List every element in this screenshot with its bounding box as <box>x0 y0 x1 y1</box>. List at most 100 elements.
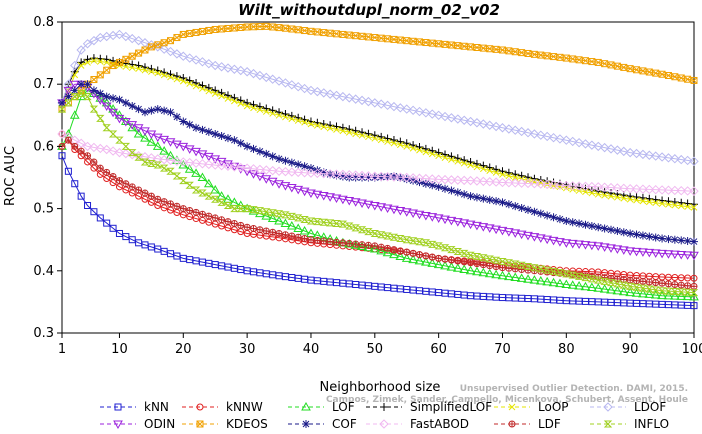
series-point <box>306 168 316 178</box>
series-point <box>109 172 117 180</box>
series-point <box>433 110 444 121</box>
series-point <box>77 80 86 89</box>
series-point <box>84 152 92 160</box>
credit-authors: Campos, Zimek, Sander, Campello, Micenko… <box>326 395 688 405</box>
series-point <box>371 134 379 142</box>
series-point <box>421 179 430 188</box>
series-point <box>331 90 342 101</box>
series-point <box>192 82 200 90</box>
series-point <box>549 267 558 275</box>
series-point <box>146 130 157 139</box>
series-point <box>523 274 533 283</box>
series-point <box>332 171 341 180</box>
series-point <box>626 276 634 284</box>
series-point <box>644 150 655 160</box>
series-point <box>350 198 361 207</box>
series-point <box>690 76 698 84</box>
series-point <box>218 92 225 100</box>
series-point <box>236 65 246 76</box>
series-point <box>580 241 591 250</box>
series-point <box>459 264 470 274</box>
series-point <box>204 58 214 69</box>
series-point <box>586 241 597 251</box>
series-point <box>205 87 213 95</box>
series-point <box>197 172 208 181</box>
series-point <box>261 211 272 220</box>
series-point <box>192 123 201 132</box>
series-point <box>669 250 680 260</box>
series-point <box>363 171 374 181</box>
series-point <box>485 120 495 130</box>
series-point <box>402 175 411 184</box>
series-point <box>345 173 354 182</box>
series-point <box>58 152 66 160</box>
series-point <box>574 137 584 148</box>
series-point <box>191 55 201 65</box>
series-point <box>548 132 559 143</box>
series-point <box>421 211 431 221</box>
series-point <box>293 81 303 92</box>
series-point <box>267 165 278 176</box>
series-point <box>555 238 565 247</box>
series-point <box>613 226 622 235</box>
series-point <box>166 108 175 117</box>
series-point <box>306 189 316 199</box>
series-point <box>352 240 360 248</box>
series-point <box>453 114 463 124</box>
series-point <box>216 62 227 72</box>
series-point <box>428 150 436 158</box>
series-point <box>409 249 417 257</box>
series-point <box>160 106 169 115</box>
series-point <box>210 155 221 164</box>
x-tick-label: 1 <box>58 342 66 357</box>
series-point <box>248 206 259 215</box>
series-point <box>549 213 558 222</box>
series-point <box>95 143 106 154</box>
series-point <box>205 212 213 220</box>
series-point <box>529 275 540 284</box>
series-point <box>115 136 124 144</box>
series-point <box>567 280 578 289</box>
series-point <box>452 263 463 272</box>
series-point <box>64 136 72 144</box>
series-point <box>314 122 321 129</box>
series-point <box>293 214 303 222</box>
series-point <box>358 241 366 249</box>
series-point <box>135 186 143 194</box>
series-point <box>325 89 335 99</box>
series-point <box>58 130 66 138</box>
series-point <box>504 124 514 134</box>
series-point <box>121 142 131 150</box>
legend-entry: LDF <box>494 417 561 431</box>
series-point <box>275 229 283 237</box>
series-point <box>293 223 304 233</box>
series-point <box>516 126 527 137</box>
series-point <box>663 153 674 163</box>
series-point <box>205 26 213 34</box>
series-point <box>665 201 672 208</box>
series-point <box>268 209 277 217</box>
series-point <box>535 275 546 285</box>
series-point <box>216 157 227 167</box>
series-point <box>121 98 130 107</box>
series-point <box>376 203 387 212</box>
series-point <box>492 169 500 176</box>
series-point <box>294 117 302 124</box>
series-point <box>645 232 654 241</box>
series-point <box>370 173 379 182</box>
series-point <box>631 184 642 194</box>
series-point <box>567 181 578 191</box>
series-point <box>408 237 418 245</box>
series-point <box>510 178 520 188</box>
series-point <box>638 288 648 298</box>
series-point <box>601 191 608 199</box>
legend: kNN kNNW LOF SimplifiedLOF LoOP LDOF ODIN KDEOS… <box>100 400 669 431</box>
series-point <box>331 169 342 179</box>
series-point <box>376 99 386 109</box>
series-point <box>140 152 150 162</box>
series-point <box>574 240 584 250</box>
series-point <box>313 236 321 244</box>
series-point <box>402 172 412 183</box>
series-point <box>478 119 489 129</box>
series-point <box>128 149 137 157</box>
